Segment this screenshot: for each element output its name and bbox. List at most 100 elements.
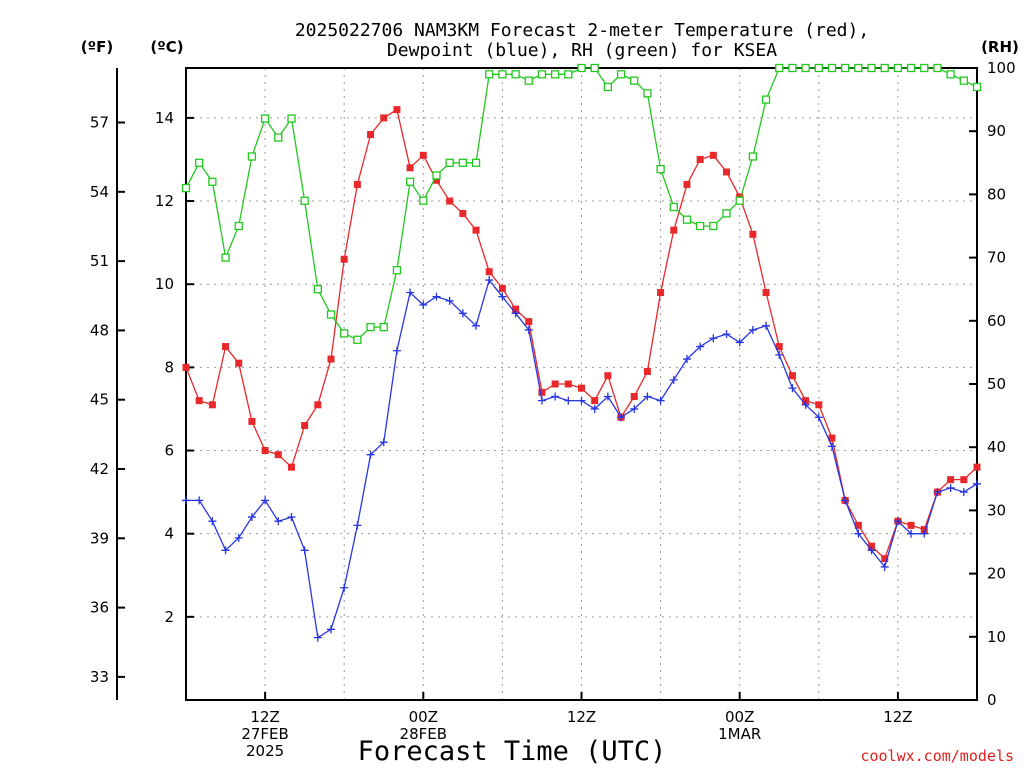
rh-point — [854, 63, 863, 73]
rh-point — [550, 70, 560, 79]
temperature-point — [419, 151, 427, 159]
temperature-point — [472, 226, 480, 234]
fahrenheit-tick-label: 33 — [90, 668, 109, 686]
rh-point — [485, 70, 494, 79]
rh-point — [906, 63, 916, 73]
temperature-point — [353, 180, 361, 188]
x-axis-label: Forecast Time (UTC) — [358, 736, 667, 767]
temperature-point — [960, 476, 968, 484]
temperature-point — [459, 210, 467, 218]
dewpoint-point — [933, 488, 942, 497]
temperature-point — [367, 131, 375, 139]
fahrenheit-tick-label: 57 — [90, 114, 109, 132]
temperature-point — [868, 542, 876, 550]
temperature-point — [591, 397, 599, 405]
temperature-point — [446, 197, 454, 205]
dewpoint-point — [327, 625, 336, 634]
dewpoint-point — [247, 513, 256, 522]
dewpoint-point — [392, 346, 401, 355]
rh-point — [458, 158, 468, 167]
temperature-point — [274, 451, 282, 459]
dewpoint-point — [775, 350, 784, 359]
x-tick-label: 1MAR — [718, 725, 761, 743]
dewpoint-series — [182, 276, 981, 642]
dewpoint-point — [432, 292, 441, 301]
dewpoint-point — [313, 633, 322, 642]
dewpoint-point — [920, 529, 929, 538]
dewpoint-point — [880, 562, 889, 571]
temperature-point — [815, 401, 823, 409]
rh-tick-label: 30 — [987, 501, 1006, 519]
rh-point — [432, 171, 441, 180]
dewpoint-point — [854, 529, 863, 538]
temperature-point — [973, 463, 981, 471]
temperature-point — [881, 555, 889, 563]
dewpoint-point — [762, 321, 771, 330]
dewpoint-point — [511, 309, 520, 318]
rh-point — [788, 63, 797, 73]
rh-point — [946, 70, 955, 79]
celsius-tick-label: 8 — [164, 358, 174, 376]
x-tick-label: 12Z — [250, 708, 279, 726]
grid-lines — [186, 68, 977, 700]
dewpoint-point — [498, 292, 507, 301]
fahrenheit-tick-label: 54 — [90, 183, 109, 201]
fahrenheit-tick-label: 51 — [90, 252, 109, 270]
rh-point — [920, 63, 929, 73]
temperature-point — [564, 380, 572, 388]
rh-point — [880, 63, 889, 73]
dewpoint-point — [617, 413, 626, 422]
temperature-point — [604, 372, 612, 380]
dewpoint-point — [485, 276, 494, 285]
celsius-tick-label: 4 — [164, 525, 174, 543]
rh-point — [392, 266, 402, 275]
temperature-point — [802, 397, 810, 405]
temperature-point — [525, 318, 533, 326]
rh-series — [181, 63, 982, 344]
dewpoint-point — [867, 546, 876, 555]
rh-point — [537, 70, 547, 79]
temperature-point — [327, 355, 335, 363]
rh-point — [353, 335, 362, 344]
dewpoint-point — [814, 413, 823, 422]
dewpoint-point — [445, 296, 454, 305]
x-tick-label: 00Z — [725, 708, 754, 726]
rh-point — [195, 158, 204, 167]
rh-tick-label: 0 — [987, 691, 997, 709]
dewpoint-point — [959, 488, 968, 497]
rh-point — [643, 89, 652, 98]
rh-tick-label: 40 — [987, 438, 1006, 456]
rh-point — [260, 114, 270, 123]
rh-point — [498, 70, 507, 79]
dewpoint-point — [669, 375, 678, 384]
dewpoint-point — [353, 521, 362, 530]
dewpoint-point — [735, 338, 744, 347]
x-tick-label: 12Z — [883, 708, 912, 726]
rh-tick-label: 50 — [987, 375, 1006, 393]
rh-point — [405, 177, 415, 186]
dewpoint-point — [577, 396, 586, 405]
rh-tick-label: 10 — [987, 628, 1006, 646]
rh-tick-label: 100 — [987, 59, 1016, 77]
temperature-point — [485, 268, 493, 276]
rh-point — [761, 95, 771, 104]
chart-title-line-1: 2025022706 NAM3KM Forecast 2-meter Tempe… — [295, 20, 869, 41]
dewpoint-point — [630, 404, 639, 413]
x-tick-label: 27FEB — [241, 725, 288, 743]
dewpoint-point — [656, 396, 665, 405]
temperature-point — [775, 343, 783, 351]
rh-point — [326, 310, 336, 319]
dewpoint-point — [973, 479, 981, 488]
temperature-point — [657, 289, 665, 297]
temperature-point — [696, 155, 704, 163]
rh-point — [616, 70, 626, 79]
dewpoint-point — [274, 517, 283, 526]
celsius-tick-label: 6 — [164, 442, 174, 460]
dewpoint-line — [186, 278, 978, 639]
temperature-point — [261, 447, 269, 455]
chart-title-line-2: Dewpoint (blue), RH (green) for KSEA — [387, 40, 777, 61]
temperature-point — [314, 401, 322, 409]
celsius-tick-label: 2 — [164, 608, 174, 626]
